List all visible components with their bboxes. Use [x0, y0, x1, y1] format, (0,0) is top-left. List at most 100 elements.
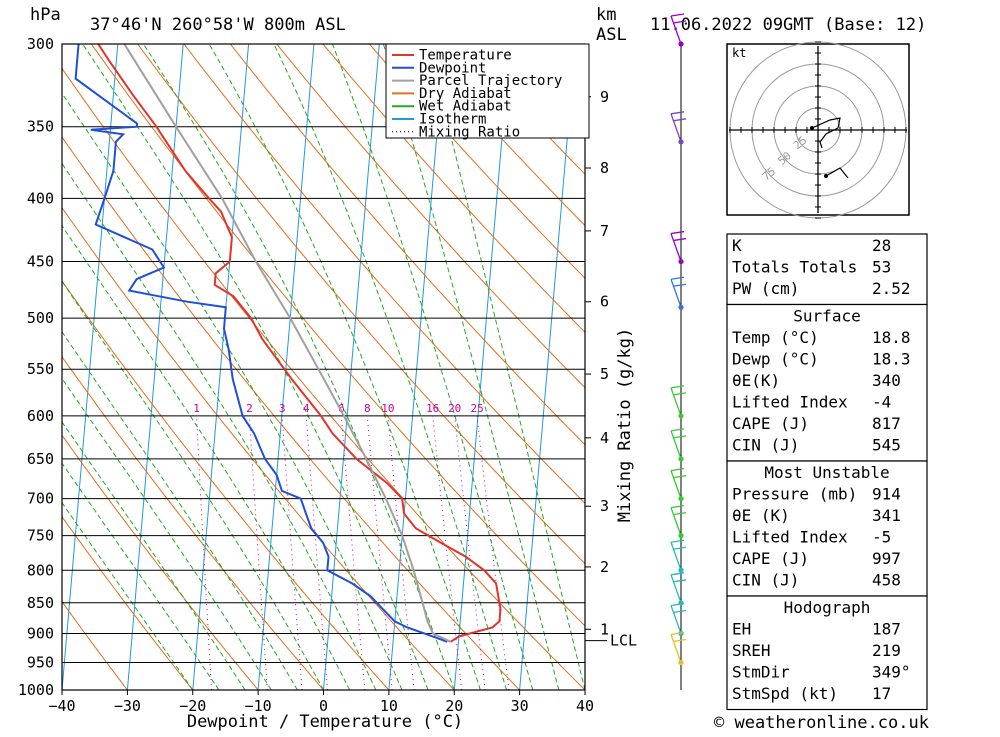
pressure-tick-labels: 3003504004505005506006507007508008509009…	[18, 35, 54, 699]
index-label: CAPE (J)	[732, 414, 809, 433]
km-tick-label: 8	[600, 159, 609, 177]
mixing-ratio-label: 8	[364, 402, 371, 415]
wind-barb	[671, 232, 686, 265]
index-value: 53	[872, 258, 891, 277]
km-tick-label: 4	[600, 429, 609, 447]
index-label: StmSpd (kt)	[732, 684, 838, 703]
wind-barb	[671, 386, 686, 419]
index-value: 28	[872, 236, 891, 255]
isotherm-line	[62, 44, 118, 690]
index-value: 997	[872, 549, 901, 568]
wind-barbs	[671, 14, 686, 665]
index-label: θE(K)	[732, 371, 780, 390]
site-credit: © weatheronline.co.uk	[714, 713, 929, 733]
index-value: 2.52	[872, 279, 911, 298]
datetime-title: 11.06.2022 09GMT (Base: 12)	[650, 15, 926, 35]
index-label: EH	[732, 620, 751, 639]
index-value: 458	[872, 571, 901, 590]
pressure-tick-label: 900	[27, 625, 54, 643]
dry-adiabat-line	[0, 44, 389, 690]
wet-adiabat-line	[83, 44, 428, 690]
index-label: SREH	[732, 641, 771, 660]
index-label: Lifted Index	[732, 393, 848, 412]
pressure-tick-label: 700	[27, 490, 54, 508]
wind-barb	[671, 632, 686, 665]
index-value: -5	[872, 528, 891, 547]
km-tick-label: 6	[600, 293, 609, 311]
index-label: Temp (°C)	[732, 328, 819, 347]
index-value: 219	[872, 641, 901, 660]
index-label: CAPE (J)	[732, 549, 809, 568]
wet-adiabat-line	[29, 44, 402, 690]
index-label: θE (K)	[732, 506, 790, 525]
pressure-tick-label: 500	[27, 309, 54, 327]
index-value: 817	[872, 414, 901, 433]
wind-barb	[671, 469, 686, 502]
pressure-unit: hPa	[30, 5, 61, 25]
isotherm-line	[324, 44, 380, 690]
wind-barb	[671, 506, 686, 539]
mixing-ratio-label: 1	[193, 402, 200, 415]
pressure-tick-label: 950	[27, 654, 54, 672]
pressure-tick-label: 300	[27, 35, 54, 53]
pressure-tick-label: 850	[27, 594, 54, 612]
x-tick-label: 40	[576, 697, 594, 715]
mixing-ratio-label: 3	[279, 402, 286, 415]
mixing-ratio-line	[367, 416, 392, 690]
index-value: 17	[872, 684, 891, 703]
mixing-ratio-label: 4	[303, 402, 310, 415]
index-label: CIN (J)	[732, 571, 799, 590]
index-label: Lifted Index	[732, 528, 848, 547]
isotherm-line	[258, 44, 314, 690]
mixing-ratio-label: 10	[381, 402, 394, 415]
wind-barb	[671, 429, 686, 462]
indices-section-title: Most Unstable	[764, 463, 889, 482]
pressure-tick-label: 350	[27, 118, 54, 136]
isotherm-line	[127, 44, 183, 690]
pressure-tick-label: 550	[27, 360, 54, 378]
index-value: 340	[872, 371, 901, 390]
mixing-ratio-line	[306, 416, 327, 690]
legend-entry: Mixing Ratio	[419, 124, 520, 140]
wind-barb	[671, 277, 686, 310]
index-value: 545	[872, 436, 901, 455]
index-label: PW (cm)	[732, 279, 799, 298]
isotherm-line	[454, 44, 510, 690]
dry-adiabat-line	[0, 44, 454, 690]
mixing-ratio-label: 20	[448, 402, 461, 415]
isotherm-line	[389, 44, 445, 690]
wind-barb	[671, 112, 686, 145]
mixing-ratio-line	[341, 416, 364, 690]
lcl-label: LCL	[610, 632, 637, 650]
pressure-tick-label: 650	[27, 450, 54, 468]
index-label: Totals Totals	[732, 258, 857, 277]
dry-adiabat-line	[0, 44, 127, 690]
mixing-ratio-axis-label: Mixing Ratio (g/kg)	[615, 328, 635, 522]
wet-adiabat-line	[383, 44, 558, 690]
wet-adiabat-line	[428, 44, 585, 690]
wind-barb	[671, 573, 686, 606]
index-value: 914	[872, 485, 901, 504]
km-tick-label: 1	[600, 620, 609, 638]
index-value: 341	[872, 506, 901, 525]
indices-section-title: Hodograph	[784, 598, 871, 617]
mixing-ratio-line	[282, 416, 302, 690]
wind-barb	[671, 540, 686, 573]
wet-adiabat-line	[333, 44, 533, 690]
index-value: 18.8	[872, 328, 911, 347]
index-label: StmDir	[732, 663, 790, 682]
km-tick-label: 2	[600, 558, 609, 576]
index-label: Dewp (°C)	[732, 350, 819, 369]
index-label: K	[732, 236, 742, 255]
wind-barb	[671, 603, 686, 636]
isotherm-lines	[0, 44, 641, 690]
km-tick-label: 7	[600, 222, 609, 240]
pressure-tick-label: 800	[27, 561, 54, 579]
x-tick-label: −40	[48, 697, 75, 715]
